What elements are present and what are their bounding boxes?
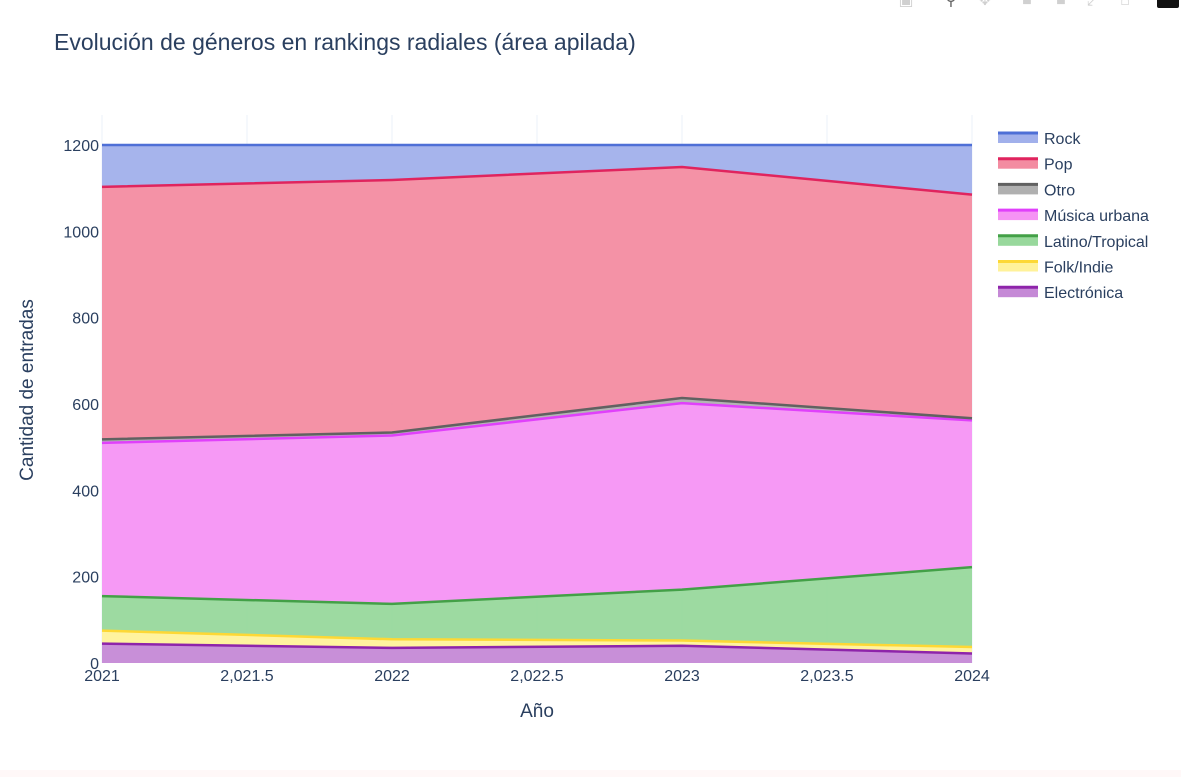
x-tick-label: 2023 xyxy=(664,668,700,685)
legend-label: Electrónica xyxy=(1044,285,1123,302)
zoom-in-icon[interactable]: ■ xyxy=(1022,0,1032,9)
legend-label: Latino/Tropical xyxy=(1044,234,1148,251)
autoscale-icon[interactable]: ⤢ xyxy=(1086,0,1100,9)
y-tick-label: 400 xyxy=(72,483,99,500)
line-electr-nica xyxy=(101,642,973,655)
y-axis-title: Cantidad de entradas xyxy=(17,299,38,481)
legend-swatch xyxy=(998,158,1038,169)
legend-swatch xyxy=(998,133,1038,143)
y-tick-label: 0 xyxy=(90,656,99,673)
area-rock[interactable] xyxy=(102,145,972,195)
x-tick-label: 2,023.5 xyxy=(800,668,853,685)
legend-item-electr-nica[interactable]: Electrónica xyxy=(998,285,1123,302)
x-tick-label: 2,022.5 xyxy=(510,668,563,685)
line-pop xyxy=(101,165,973,196)
x-tick-label: 2022 xyxy=(374,668,410,685)
legend-item-m-sica-urbana[interactable]: Música urbana xyxy=(998,208,1149,225)
legend-swatch xyxy=(998,261,1038,272)
series-lines xyxy=(101,143,973,655)
legend-label: Otro xyxy=(1044,182,1075,199)
legend-label: Folk/Indie xyxy=(1044,260,1113,277)
legend-swatch xyxy=(998,184,1038,195)
camera-icon[interactable]: ▣ xyxy=(898,0,914,9)
line-latino-tropical xyxy=(101,565,973,606)
stacked-areas[interactable] xyxy=(102,145,972,663)
legend-label: Música urbana xyxy=(1044,208,1149,225)
legend-item-pop[interactable]: Pop xyxy=(998,157,1073,174)
legend-label: Rock xyxy=(1044,131,1081,148)
pan-icon[interactable]: ✥ xyxy=(978,0,992,9)
y-tick-label: 1200 xyxy=(63,138,99,155)
x-tick-label: 2021 xyxy=(84,668,120,685)
line-m-sica-urbana xyxy=(101,401,973,445)
legend-item-latino-tropical[interactable]: Latino/Tropical xyxy=(998,234,1148,251)
area-pop[interactable] xyxy=(102,167,972,440)
y-tick-label: 200 xyxy=(72,570,99,587)
legend-item-otro[interactable]: Otro xyxy=(998,182,1075,199)
y-tick-label: 600 xyxy=(72,397,99,414)
plotly-logo-icon[interactable] xyxy=(1157,0,1179,8)
legend-item-folk-indie[interactable]: Folk/Indie xyxy=(998,260,1113,277)
home-icon[interactable]: ⌂ xyxy=(1120,0,1130,9)
legend[interactable]: Rock Pop Otro Música urbana Latino/Tropical F… xyxy=(998,131,1149,302)
x-tick-label: 2,021.5 xyxy=(220,668,273,685)
legend-swatch xyxy=(998,235,1038,246)
legend-label: Pop xyxy=(1044,157,1073,174)
zoom-icon[interactable]: ⚲ xyxy=(945,0,957,9)
x-axis-ticks: 2021 2,021.5 2022 2,022.5 2023 2,023.5 2024 xyxy=(84,668,990,685)
area-folk-indie[interactable] xyxy=(102,630,972,654)
legend-swatch xyxy=(998,287,1038,298)
y-tick-label: 800 xyxy=(72,311,99,328)
chart-title: Evolución de géneros en rankings radiale… xyxy=(54,29,636,55)
line-otro xyxy=(101,396,973,441)
modebar: ▣ ⚲ ✥ ■ ■ ⤢ ⌂ xyxy=(895,0,1181,12)
y-tick-label: 1000 xyxy=(63,224,99,241)
x-axis-title: Año xyxy=(520,701,554,722)
line-folk-indie xyxy=(101,629,973,649)
area-m-sica-urbana[interactable] xyxy=(102,403,972,604)
x-tick-label: 2024 xyxy=(954,668,990,685)
area-latino-tropical[interactable] xyxy=(102,567,972,648)
legend-swatch xyxy=(998,210,1038,221)
zoom-out-icon[interactable]: ■ xyxy=(1056,0,1066,9)
legend-item-rock[interactable]: Rock xyxy=(998,131,1081,148)
y-axis-ticks: 0 200 400 600 800 1000 1200 xyxy=(63,138,99,673)
